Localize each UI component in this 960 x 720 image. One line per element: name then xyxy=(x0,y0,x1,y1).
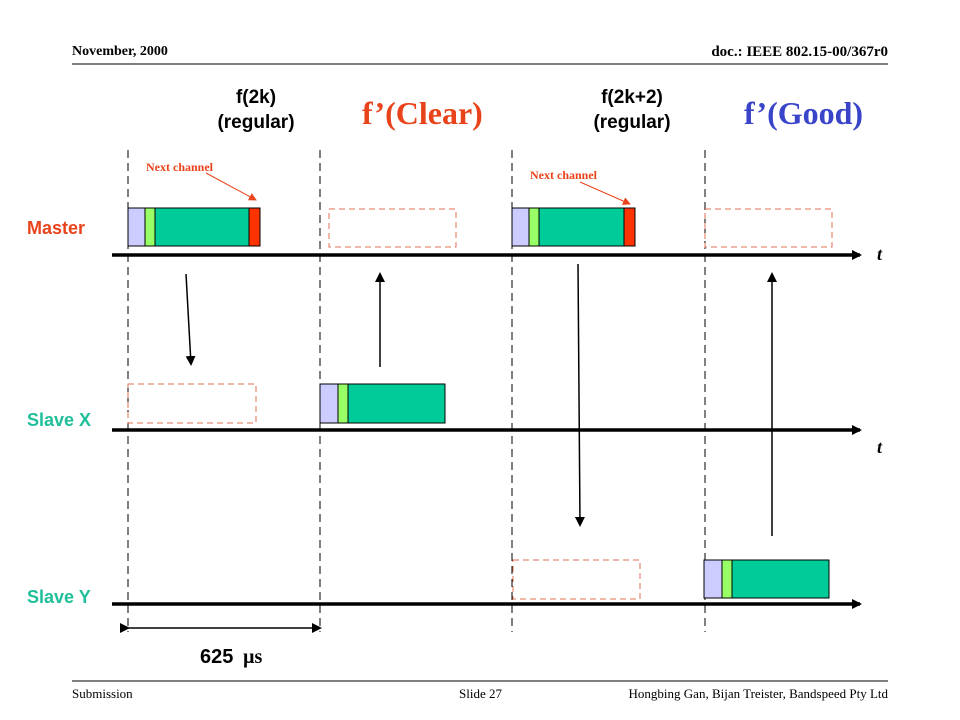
arrow-master-to-slave-y xyxy=(574,263,585,527)
next-channel-pointer-1 xyxy=(205,172,257,201)
arrow-master-to-slave-x xyxy=(185,273,196,366)
master-packet-1 xyxy=(127,207,261,247)
row-label-slave-y: Slave Y xyxy=(27,587,91,607)
axis-t-master: t xyxy=(877,244,883,264)
column-label-f2k2: f(2k+2) (regular) xyxy=(572,86,692,135)
master-empty-slot-good xyxy=(704,208,833,248)
header-date: November, 2000 xyxy=(72,44,168,59)
column-label-f2k: f(2k) (regular) xyxy=(196,86,316,135)
slot-duration-value: 625 xyxy=(200,646,234,668)
slave-y-packet xyxy=(703,559,830,599)
slot-duration-unit: µs xyxy=(242,646,263,668)
row-label-master: Master xyxy=(27,218,86,238)
column-label-clear: f’(Clear) xyxy=(362,95,483,131)
column-label-f2k2-line2: (regular) xyxy=(593,111,671,133)
footer-submission: Submission xyxy=(72,686,133,701)
header-doc-id: doc.: IEEE 802.15-00/367r0 xyxy=(711,44,888,60)
column-label-f2k-line1: f(2k) xyxy=(235,87,277,108)
next-channel-label-1: Next channel xyxy=(146,160,213,174)
column-label-f2k-line2: (regular) xyxy=(217,111,295,133)
slave-x-empty-slot xyxy=(127,383,257,424)
column-label-good: f’(Good) xyxy=(744,95,864,131)
footer-authors: Hongbing Gan, Bijan Treister, Bandspeed … xyxy=(628,686,888,701)
next-channel-pointer-2 xyxy=(579,181,631,205)
master-empty-slot-clear xyxy=(328,208,457,248)
footer-slide-number: Slide 27 xyxy=(459,686,502,701)
next-channel-label-2: Next channel xyxy=(530,168,597,182)
slave-x-packet xyxy=(319,383,446,424)
slot-duration-label: 625 µs xyxy=(200,646,262,669)
master-packet-2 xyxy=(511,207,636,247)
column-label-f2k2-line1: f(2k+2) xyxy=(601,87,663,108)
slave-y-empty-slot xyxy=(512,559,641,600)
row-label-slave-x: Slave X xyxy=(27,410,92,430)
axis-t-slave-x: t xyxy=(877,437,883,457)
